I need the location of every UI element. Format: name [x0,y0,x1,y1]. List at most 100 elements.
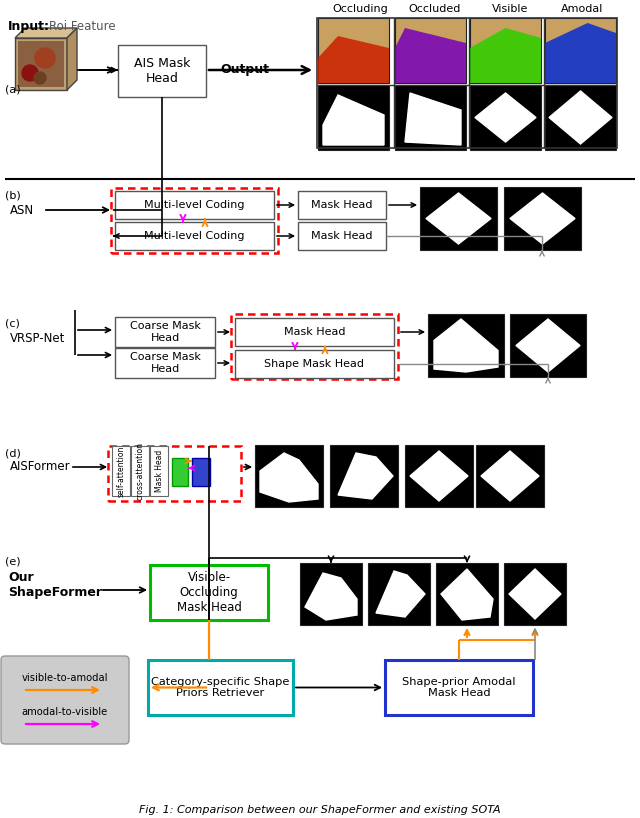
Text: Mask Head: Mask Head [284,327,345,337]
Bar [368,563,430,625]
Bar [428,314,504,377]
FancyBboxPatch shape [118,45,206,97]
Bar [112,446,130,496]
Text: (c): (c) [5,318,20,328]
Bar [172,458,188,486]
Bar [470,18,541,83]
Text: VRSP-Net: VRSP-Net [10,331,65,344]
Text: (b): (b) [5,191,20,201]
Bar [395,18,466,83]
Text: (a): (a) [5,85,20,95]
Polygon shape [475,93,536,142]
Bar [504,187,581,250]
Text: Shape Mask Head: Shape Mask Head [264,359,365,369]
Polygon shape [434,319,498,372]
Text: Roi Feature: Roi Feature [49,20,116,33]
Text: Output: Output [220,64,269,77]
Bar [470,85,541,150]
FancyBboxPatch shape [115,348,215,378]
Text: amodal-to-visible: amodal-to-visible [22,707,108,717]
FancyBboxPatch shape [115,222,274,250]
Bar [318,18,389,83]
Text: self-attention: self-attention [116,445,125,497]
Polygon shape [395,28,466,83]
FancyBboxPatch shape [115,191,274,219]
Text: Fig. 1: Comparison between our ShapeFormer and existing SOTA: Fig. 1: Comparison between our ShapeForm… [139,805,501,815]
Polygon shape [318,36,389,83]
Bar [436,563,498,625]
Polygon shape [405,93,461,145]
Text: visible-to-amodal: visible-to-amodal [22,673,108,683]
FancyBboxPatch shape [385,660,533,715]
Bar [300,563,362,625]
Bar [405,445,473,507]
Text: Coarse Mask
Head: Coarse Mask Head [129,353,200,374]
Text: Mask Head: Mask Head [154,450,163,492]
Text: cross-attention: cross-attention [136,442,145,500]
Bar [317,18,617,148]
Bar [420,187,497,250]
Text: Mask Head: Mask Head [311,200,372,210]
Polygon shape [260,453,318,502]
FancyBboxPatch shape [235,350,394,378]
Text: Amodal: Amodal [561,4,603,14]
Polygon shape [426,193,491,244]
Circle shape [34,72,46,84]
Text: Multi-level Coding: Multi-level Coding [144,200,244,210]
Bar [476,445,544,507]
Polygon shape [376,571,425,617]
Bar [192,458,210,486]
Bar [330,445,398,507]
FancyBboxPatch shape [298,191,386,219]
Polygon shape [470,28,541,83]
Polygon shape [516,319,580,372]
Text: ASN: ASN [10,204,34,217]
Bar [255,445,323,507]
Polygon shape [410,451,468,501]
Text: Category-specific Shape
Priors Retriever: Category-specific Shape Priors Retriever [151,676,290,699]
Polygon shape [510,193,575,244]
Bar [18,41,64,87]
FancyBboxPatch shape [115,317,215,347]
Text: Coarse Mask
Head: Coarse Mask Head [129,321,200,343]
Bar [545,18,616,83]
Polygon shape [481,451,539,501]
Polygon shape [338,453,393,499]
Polygon shape [15,28,77,38]
Text: Mask Head: Mask Head [311,231,372,241]
FancyBboxPatch shape [148,660,293,715]
Bar [131,446,149,496]
Text: Multi-level Coding: Multi-level Coding [144,231,244,241]
Bar [504,563,566,625]
Text: Our
ShapeFormer: Our ShapeFormer [8,571,102,599]
Bar [510,314,586,377]
Text: Occluded: Occluded [409,4,461,14]
FancyBboxPatch shape [150,565,268,620]
Bar [150,446,168,496]
Bar [15,38,67,90]
Text: Visible: Visible [492,4,528,14]
Bar [395,85,466,150]
FancyBboxPatch shape [298,222,386,250]
Polygon shape [323,95,384,145]
Text: AISFormer: AISFormer [10,461,70,474]
FancyBboxPatch shape [1,656,129,744]
Polygon shape [545,23,616,83]
Circle shape [22,65,38,81]
Polygon shape [305,573,357,620]
Text: (e): (e) [5,557,20,567]
Text: Occluding: Occluding [332,4,388,14]
Text: Shape-prior Amodal
Mask Head: Shape-prior Amodal Mask Head [403,676,516,699]
Text: Input:: Input: [8,20,50,33]
Text: Visible-
Occluding
Mask Head: Visible- Occluding Mask Head [177,571,241,614]
Polygon shape [549,91,612,144]
Bar [545,85,616,150]
Text: (d): (d) [5,448,21,458]
Circle shape [35,48,55,68]
Bar [318,85,389,150]
Text: AIS Mask
Head: AIS Mask Head [134,57,190,85]
FancyBboxPatch shape [235,318,394,346]
Polygon shape [441,569,493,620]
Polygon shape [67,28,77,90]
Polygon shape [509,569,561,619]
